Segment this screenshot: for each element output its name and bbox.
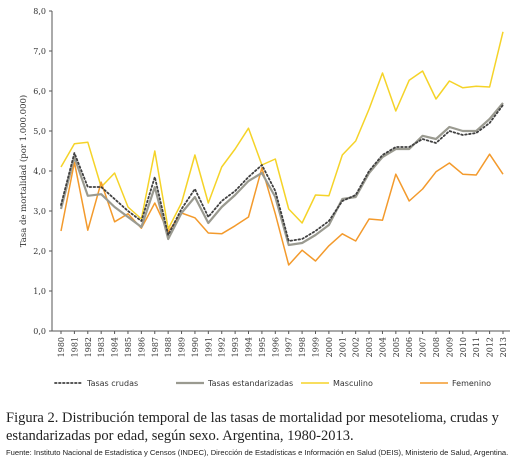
x-tick-label: 2008 [432,337,441,357]
x-tick-label: 2010 [459,337,468,357]
y-tick-label: 0,0 [33,327,46,336]
x-tick-label: 2000 [325,337,334,357]
x-tick-label: 1987 [151,337,160,357]
x-tick-label: 2003 [365,337,374,357]
x-tick-label: 2013 [499,337,508,357]
y-tick-label: 1,0 [33,287,46,296]
y-tick-label: 7,0 [33,47,46,56]
y-tick-label: 2,0 [33,247,46,256]
legend-label-masculino: Masculino [333,379,373,388]
figure-source: Fuente: Instituto Nacional de Estadístic… [6,448,509,457]
x-tick-label: 1983 [97,337,106,357]
x-tick-label: 1994 [245,337,254,357]
x-tick-label: 1996 [271,337,280,357]
legend-label-tasas-estandarizadas: Tasas estandarizadas [207,379,293,388]
y-axis-title: Tasa de mortalidad (por 1.000.000) [18,95,29,247]
x-tick-label: 1999 [311,337,320,357]
x-tick-label: 2004 [378,337,387,357]
figure-caption: Figura 2. Distribución temporal de las t… [6,410,499,444]
x-tick-label: 1991 [204,337,213,357]
x-tick-label: 1982 [84,337,93,357]
x-tick-label: 1993 [231,337,240,357]
chart-axes: 0,0 1,0 2,0 3,0 4,0 5,0 6,0 7,0 8,0 1980 1981 1982 1… [33,7,510,357]
x-tick-label: 1988 [164,337,173,357]
legend: Tasas crudas Tasas estandarizadas Masculin… [54,379,491,388]
y-tick-label: 4,0 [33,167,46,176]
x-tick-label: 1980 [57,337,66,357]
y-tick-label: 8,0 [33,7,46,16]
x-tick-label: 1995 [258,337,267,357]
mortality-chart: 0,0 1,0 2,0 3,0 4,0 5,0 6,0 7,0 8,0 1980 1981 1982 1… [18,7,510,388]
series-layer [59,31,504,266]
y-tick-label: 5,0 [33,127,46,136]
x-tick-label: 1985 [124,337,133,357]
x-tick-label: 1981 [70,337,79,357]
x-tick-label: 2006 [405,337,414,357]
x-tick-label: 1984 [111,337,120,357]
x-tick-label: 1989 [178,337,187,357]
series-line-masculino [60,31,504,230]
x-tick-label: 1998 [298,337,307,357]
x-tick-label: 1986 [137,337,146,357]
x-tick-label: 2009 [445,337,454,357]
x-tick-label: 2007 [419,337,428,357]
x-tick-label: 2012 [486,337,495,357]
x-tick-label: 2011 [472,337,481,357]
x-tick-label: 2005 [392,337,401,357]
legend-label-femenino: Femenino [452,379,491,388]
y-tick-label: 3,0 [33,207,46,216]
x-tick-label: 1990 [191,337,200,357]
x-tick-label: 1992 [218,337,227,357]
x-tick-label: 2002 [352,337,361,357]
series-line-tasas-estandarizadas [59,102,504,247]
legend-label-tasas-crudas: Tasas crudas [86,379,138,388]
x-tick-label: 1997 [285,337,294,357]
series-line-tasas-crudas [60,104,504,242]
y-tick-label: 6,0 [33,87,46,96]
x-tick-label: 2001 [338,337,347,357]
